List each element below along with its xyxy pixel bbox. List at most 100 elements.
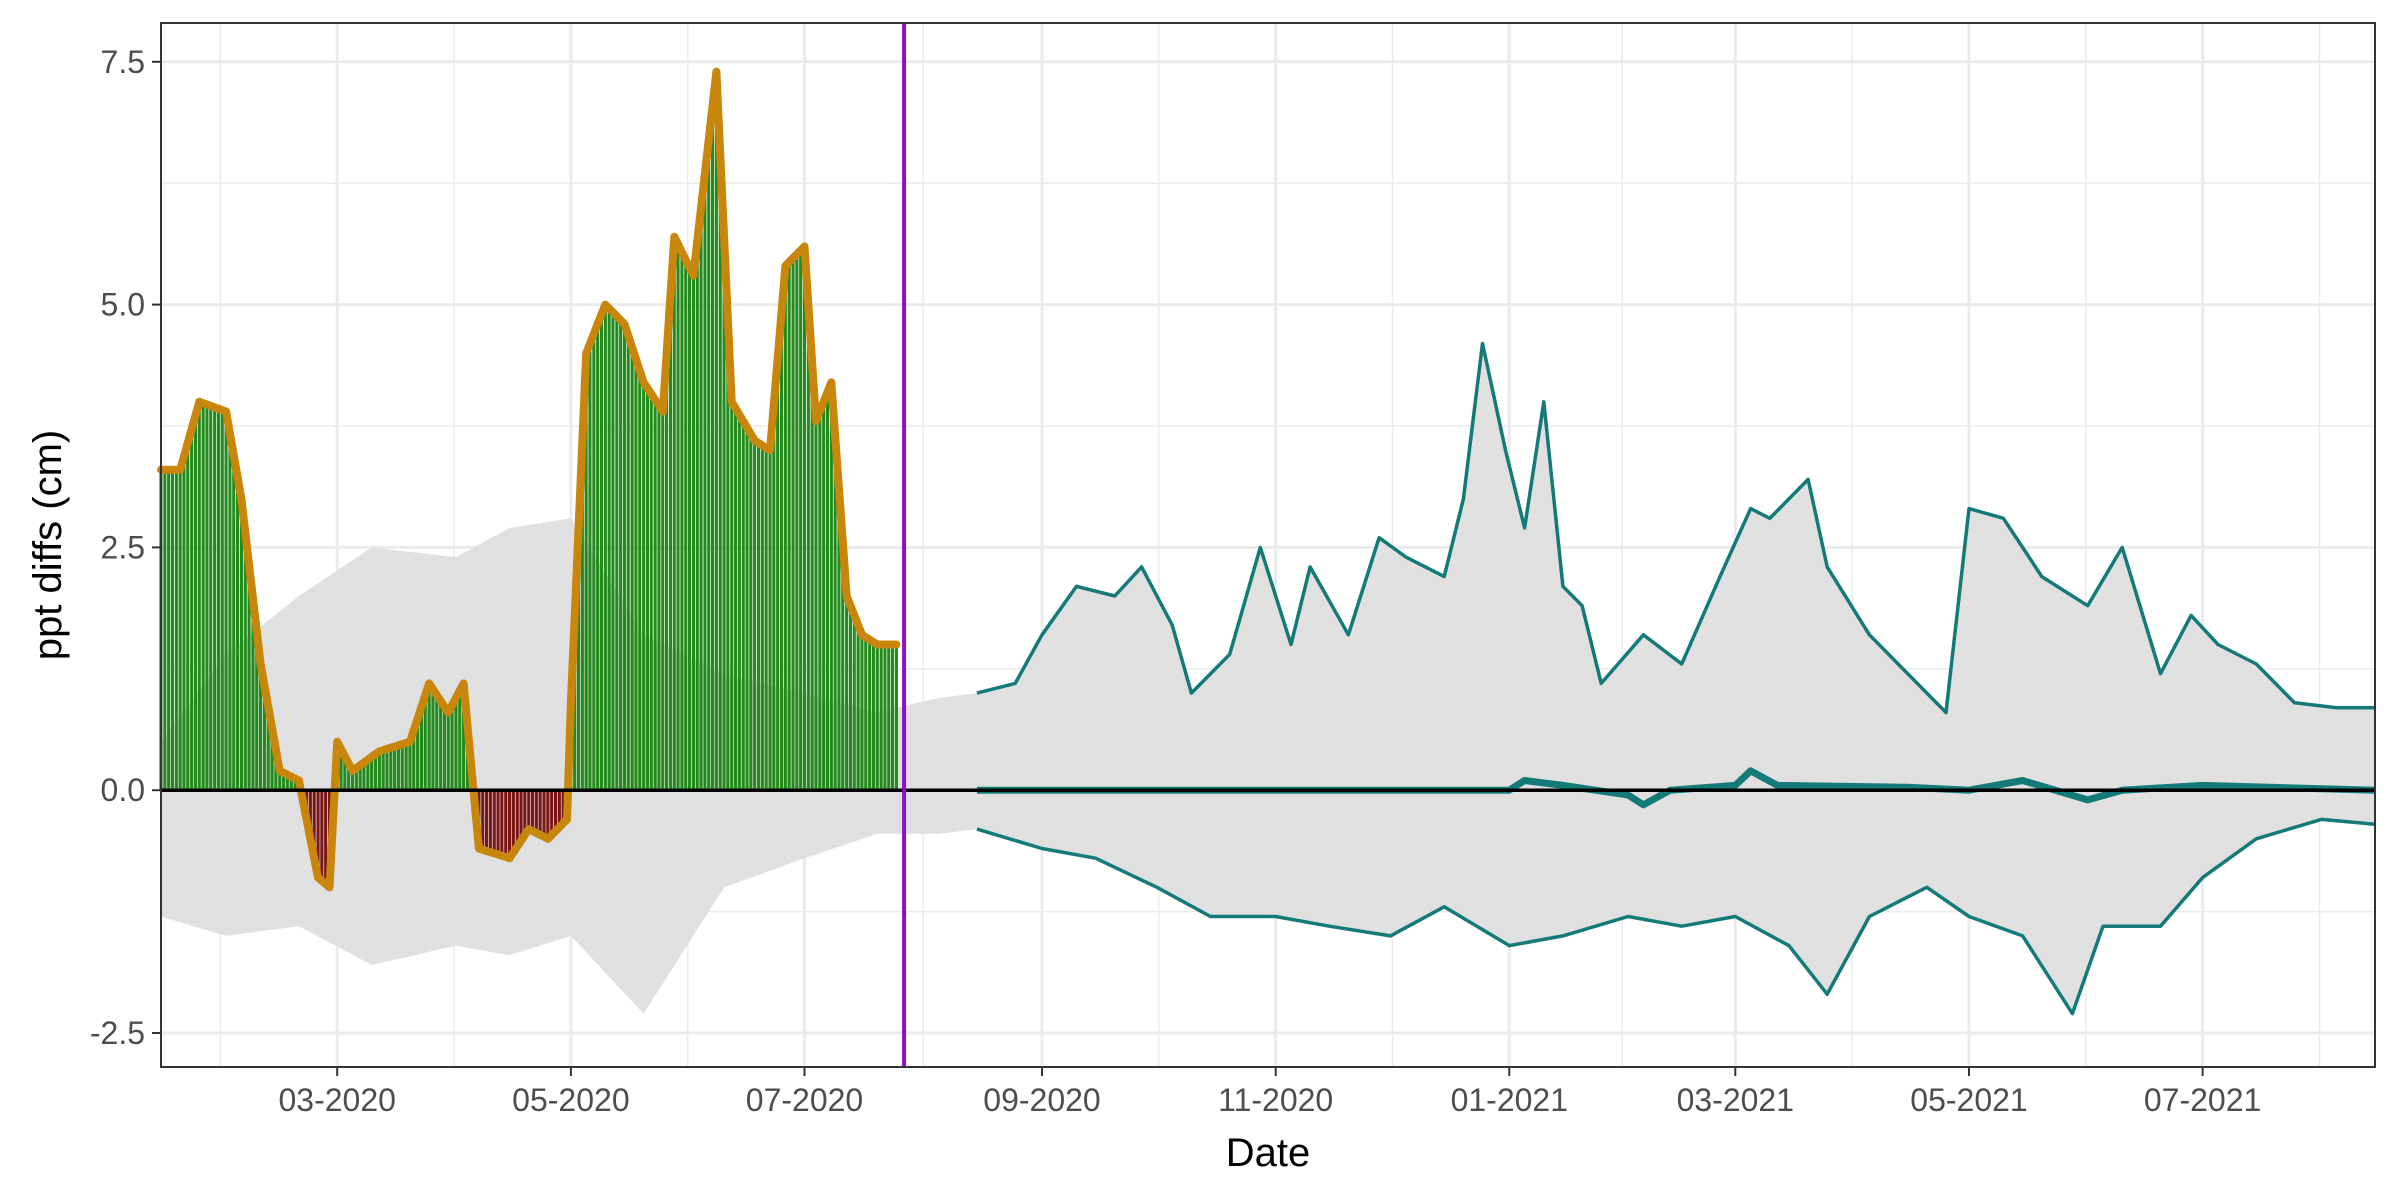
observed-bar (247, 564, 251, 791)
observed-bar (791, 258, 795, 791)
x-tick-label: 05-2020 (512, 1082, 629, 1118)
observed-bar (845, 596, 849, 791)
observed-bar (833, 435, 837, 791)
observed-bar (538, 790, 542, 835)
observed-bar (795, 254, 799, 791)
observed-bar (883, 644, 887, 791)
observed-bar (592, 333, 596, 791)
y-tick-label: 7.5 (101, 44, 145, 80)
observed-bar (864, 637, 868, 791)
observed-bar (362, 762, 366, 791)
y-tick-label: 5.0 (101, 287, 145, 323)
forecast-upper-line (976, 341, 2375, 715)
observed-bar (316, 790, 320, 878)
observed-line-group (157, 67, 901, 892)
observed-bar (557, 790, 561, 828)
observed-bar (668, 294, 672, 791)
observed-bar (393, 746, 397, 791)
observed-bar (496, 790, 500, 855)
observed-bar (707, 139, 711, 791)
observed-bar (339, 748, 343, 791)
observed-bar (450, 705, 454, 791)
observed-bar (308, 790, 312, 839)
panel-border (160, 22, 2376, 1068)
forecast-lines (976, 341, 2376, 1016)
observed-bar (251, 597, 255, 791)
observed-bar (887, 644, 891, 791)
observed-bar (492, 790, 496, 854)
observed-bar (224, 411, 228, 791)
observed-bar (389, 747, 393, 791)
observed-bar (454, 698, 458, 791)
observed-bar (523, 790, 527, 835)
observed-bar (439, 700, 443, 791)
observed-bar (588, 343, 592, 791)
observed-bar (534, 790, 538, 833)
observed-bar (527, 790, 531, 829)
observed-bar (370, 756, 374, 791)
observed-bar (170, 469, 174, 791)
observed-bar (220, 410, 224, 791)
y-axis-title: ppt diffs (cm) (26, 430, 70, 660)
observed-bar (879, 644, 883, 791)
observed-bar (661, 411, 665, 791)
observed-bar (818, 411, 822, 791)
observed-bar (829, 382, 833, 791)
observed-bar (515, 790, 519, 847)
observed-bar (680, 252, 684, 791)
observed-bar (216, 408, 220, 791)
observed-bar (780, 311, 784, 791)
observed-bar (634, 359, 638, 791)
forecast-lower-line (976, 817, 2376, 1016)
observed-bar (488, 790, 492, 853)
observed-bar (860, 634, 864, 791)
observed-bar (531, 790, 535, 831)
observed-bar (408, 741, 412, 791)
observed-bar (213, 407, 217, 791)
observed-bar (285, 774, 289, 791)
observed-bar (799, 250, 803, 791)
reference-lines (161, 23, 2375, 1067)
observed-bar (619, 320, 623, 791)
observed-bar (554, 790, 558, 831)
observed-bar (691, 275, 695, 791)
observed-bar (649, 394, 653, 791)
observed-bar (167, 469, 171, 791)
observed-bar (239, 498, 243, 791)
observed-bar (427, 683, 431, 791)
observed-bar (178, 469, 182, 791)
observed-bar (841, 542, 845, 791)
observed-bar (435, 695, 439, 791)
observed-bar (354, 768, 358, 791)
observed-bar (266, 706, 270, 791)
observed-bar (312, 790, 316, 859)
observed-bar (324, 790, 328, 885)
observed-bar (764, 447, 768, 791)
x-tick-label: 03-2020 (278, 1082, 395, 1118)
observed-bar (848, 605, 852, 791)
observed-bar (416, 718, 420, 791)
observed-bar (282, 772, 286, 791)
observed-bar (726, 319, 730, 791)
observed-bar (703, 173, 707, 791)
observed-bar (442, 706, 446, 791)
observed-bar (504, 790, 508, 857)
observed-bar (772, 404, 776, 791)
observed-bar (262, 685, 266, 791)
observed-bar (385, 748, 389, 791)
observed-bar (278, 770, 282, 791)
observed-bar (236, 477, 240, 791)
observed-bar (868, 639, 872, 791)
observed-bar (875, 644, 879, 791)
observed-bar (546, 790, 550, 839)
observed-bar (576, 528, 580, 791)
y-tick-label: 2.5 (101, 529, 145, 565)
observed-bar (201, 403, 205, 791)
observed-bar (734, 408, 738, 791)
observed-bar (462, 683, 466, 791)
forecast-median-line (976, 767, 2376, 809)
observed-bar (205, 404, 209, 791)
observed-bar (293, 778, 297, 791)
observed-bar (163, 469, 167, 791)
observed-bar (404, 742, 408, 791)
